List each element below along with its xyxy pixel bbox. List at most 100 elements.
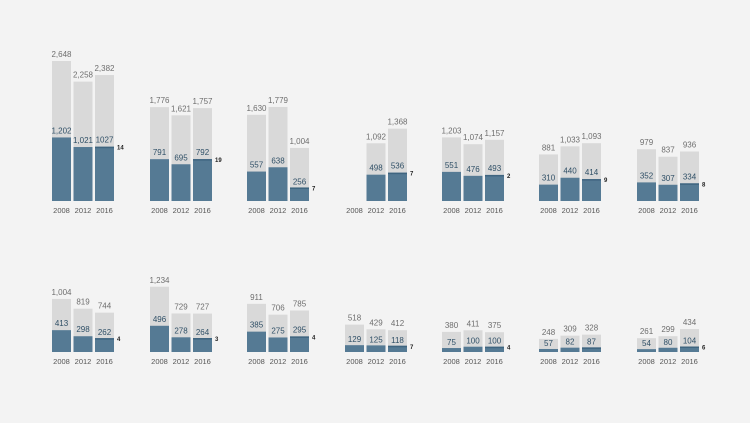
total-value-label: 706: [271, 304, 285, 313]
extra-value-label: 2: [507, 174, 511, 180]
total-value-label: 727: [196, 303, 210, 312]
subset-bar-cap: [582, 347, 601, 349]
total-bar: [463, 330, 483, 352]
total-value-label: 261: [640, 327, 654, 336]
year-label: 2016: [291, 206, 308, 215]
total-value-label: 1,757: [192, 97, 213, 106]
year-label: 2012: [270, 357, 287, 366]
subset-value-label: 1,021: [73, 136, 94, 145]
total-value-label: 2,382: [94, 64, 115, 73]
total-value-label: 881: [542, 143, 556, 152]
year-label: 2008: [248, 357, 265, 366]
panel-1: 2008 2,648 1,202 2012 2,258 1,021 2016 2,382 102…: [51, 50, 124, 215]
year-label: 2008: [151, 206, 168, 215]
year-label: 2012: [75, 357, 92, 366]
subset-bar-cap: [388, 172, 407, 175]
subset-value-label: 791: [153, 148, 167, 157]
subset-value-label: 262: [98, 328, 112, 337]
total-value-label: 936: [683, 141, 697, 150]
year-label: 2016: [194, 357, 211, 366]
year-label: 2016: [486, 206, 503, 215]
year-label: 2012: [465, 206, 482, 215]
year-label: 2016: [486, 357, 503, 366]
extra-value-label: 8: [702, 182, 706, 188]
subset-value-label: 551: [445, 161, 459, 170]
subset-bar: [268, 167, 288, 201]
total-value-label: 837: [661, 146, 675, 155]
subset-bar: [193, 159, 212, 201]
total-value-label: 1,776: [149, 96, 170, 105]
subset-bar: [247, 171, 266, 201]
subset-bar: [637, 349, 656, 352]
total-value-label: 1,234: [149, 276, 170, 285]
subset-bar: [658, 347, 678, 352]
total-value-label: 1,779: [268, 96, 289, 105]
subset-bar: [658, 184, 678, 201]
subset-bar: [442, 171, 461, 201]
total-value-label: 819: [76, 298, 90, 307]
subset-bar-cap: [485, 346, 504, 349]
subset-value-label: 792: [196, 148, 210, 157]
subset-bar-cap: [95, 146, 114, 149]
subset-value-label: 57: [544, 339, 553, 348]
subset-value-label: 385: [250, 321, 264, 330]
panel-9: 2008 1,234 496 2012 729 278 2016 727 264 3: [149, 276, 219, 366]
subset-bar: [171, 164, 191, 201]
year-label: 2012: [562, 206, 579, 215]
total-value-label: 1,092: [366, 132, 387, 141]
total-value-label: 785: [293, 299, 307, 308]
subset-bar-cap: [680, 183, 699, 185]
year-label: 2008: [151, 357, 168, 366]
year-label: 2012: [660, 357, 677, 366]
year-label: 2016: [681, 206, 698, 215]
extra-value-label: 19: [215, 158, 222, 164]
year-label: 2016: [291, 357, 308, 366]
extra-value-label: 3: [215, 337, 219, 343]
subset-value-label: 476: [466, 165, 480, 174]
subset-value-label: 82: [566, 338, 575, 347]
subset-value-label: 54: [642, 339, 651, 348]
subset-value-label: 536: [391, 162, 405, 171]
subset-bar-cap: [680, 346, 699, 349]
subset-bar: [73, 147, 93, 201]
subset-bar: [95, 146, 114, 201]
total-value-label: 1,074: [463, 133, 484, 142]
subset-bar-cap: [193, 159, 212, 161]
year-label: 2008: [53, 206, 70, 215]
year-label: 2008: [346, 357, 363, 366]
extra-value-label: 7: [410, 345, 414, 351]
subset-bar: [539, 348, 558, 352]
subset-value-label: 557: [250, 161, 264, 170]
subset-bar: [388, 172, 407, 201]
subset-value-label: 638: [271, 156, 285, 165]
subset-bar: [463, 346, 483, 352]
total-value-label: 979: [640, 138, 654, 147]
total-value-label: 1,630: [246, 104, 267, 113]
subset-value-label: 496: [153, 315, 167, 324]
subset-bar: [290, 187, 309, 201]
subset-bar: [560, 347, 580, 352]
total-value-label: 1,203: [441, 126, 462, 135]
year-label: 2008: [443, 206, 460, 215]
year-label: 2008: [638, 357, 655, 366]
year-label: 2012: [75, 206, 92, 215]
year-label: 2016: [96, 357, 113, 366]
extra-value-label: 9: [604, 178, 608, 184]
subset-value-label: 413: [55, 319, 69, 328]
total-value-label: 1,033: [560, 135, 581, 144]
subset-value-label: 129: [348, 335, 362, 344]
year-label: 2012: [368, 206, 385, 215]
subset-value-label: 352: [640, 171, 654, 180]
subset-bar: [52, 137, 71, 201]
subset-bar: [345, 345, 364, 352]
total-value-label: 911: [250, 293, 263, 302]
panel-2: 2008 1,776 791 2012 1,621 695 2016 1,757 792 19: [149, 96, 222, 215]
total-value-label: 1,368: [387, 118, 408, 127]
subset-value-label: 264: [196, 328, 210, 337]
year-label: 2008: [443, 357, 460, 366]
subset-bar: [485, 174, 504, 201]
subset-value-label: 256: [293, 177, 307, 186]
subset-bar: [193, 338, 212, 352]
panel-4: 2008 2012 1,092 498 2016 1,368 536 7: [346, 118, 414, 215]
subset-value-label: 1,202: [51, 126, 72, 135]
